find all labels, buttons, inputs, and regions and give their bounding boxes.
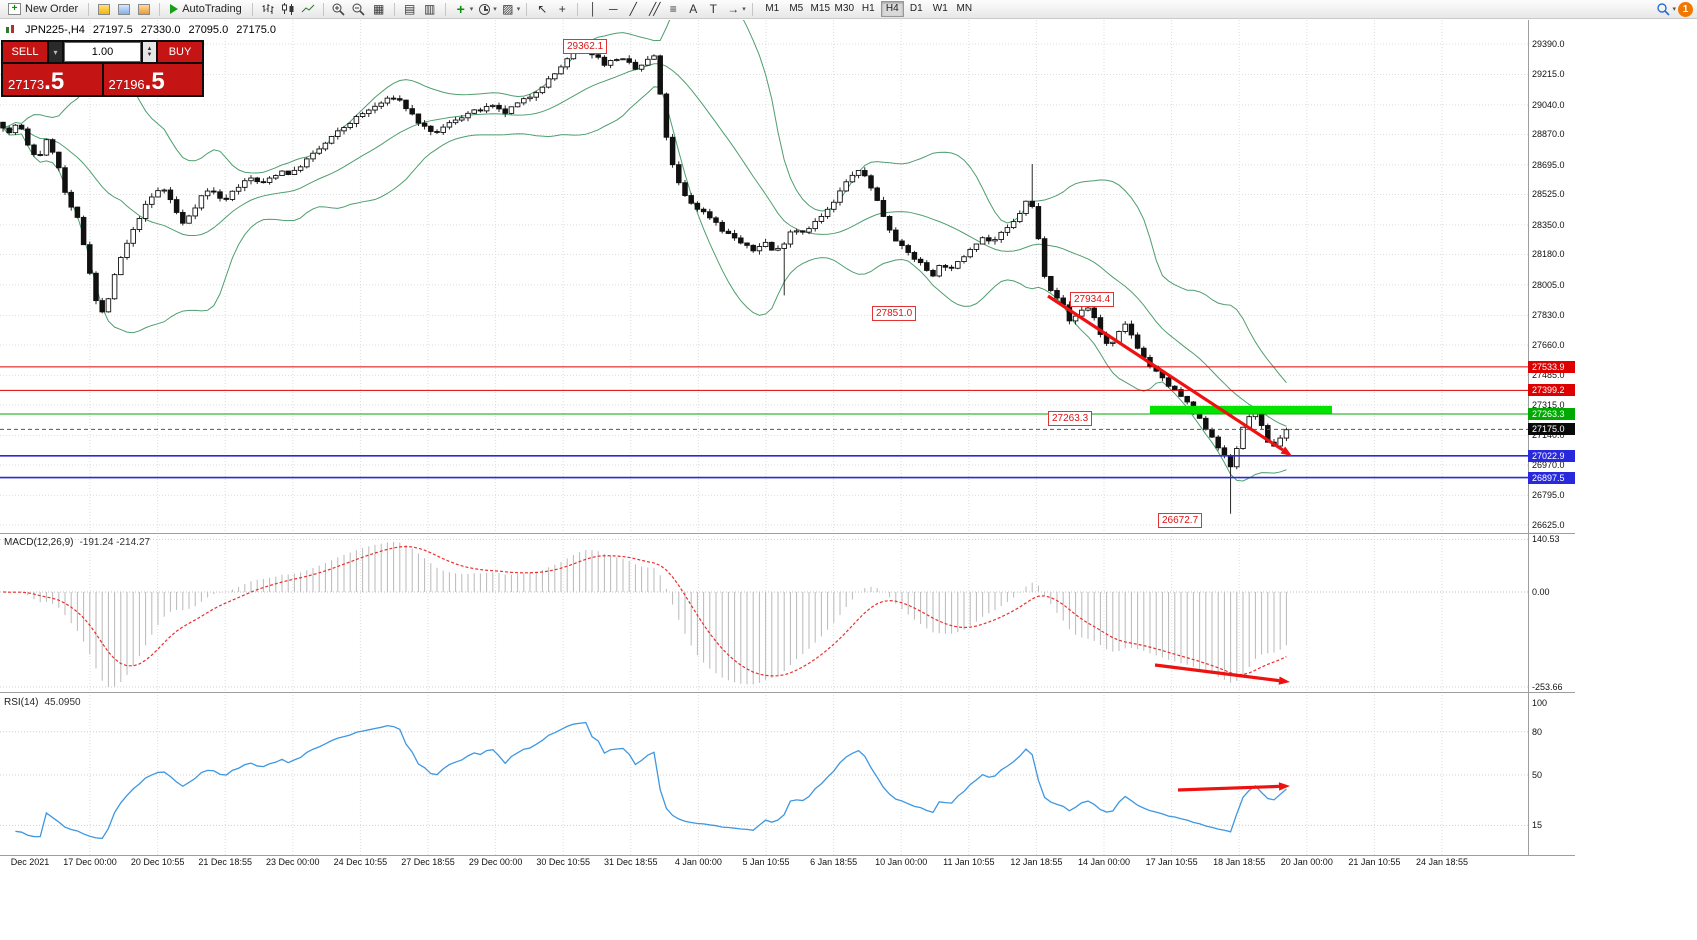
label-icon[interactable]: T [709,2,717,16]
rsi-panel [0,721,1528,840]
volume-dropdown-icon[interactable]: ▾ [49,42,62,62]
toolbar-separator [444,2,446,16]
toolbar-separator [88,2,90,16]
indicators-caret-icon[interactable]: ▾ [469,6,474,13]
macd-values: -191.24 -214.27 [79,537,151,548]
data-window-icon[interactable] [115,1,133,17]
main-price-panel [0,20,1528,514]
sell-price[interactable]: 27173 .5 [3,64,102,95]
search-icon[interactable] [1654,1,1672,17]
volume-stepper[interactable]: ▲ ▼ [143,42,156,62]
market-watch-icon[interactable] [95,1,113,17]
timeframe-M15[interactable]: M15 [809,1,832,17]
timeframe-M5[interactable]: M5 [785,1,808,17]
buy-price[interactable]: 27196 .5 [103,64,202,95]
one-click-trading-panel: SELL ▾ ▲▼ BUY 27173 .5 27196 .5 [1,40,204,97]
toolbar: + New Order AutoTrading ▦ ▤ ▥ [0,0,1697,19]
timeframe-H4[interactable]: H4 [880,1,904,17]
sell-button[interactable]: SELL [3,42,47,62]
timeframe-MN[interactable]: MN [953,1,976,17]
new-order-button[interactable]: + New Order [4,1,82,18]
timeframe-W1[interactable]: W1 [929,1,952,17]
new-order-label: New Order [25,3,79,15]
timeframe-M30[interactable]: M30 [833,1,856,17]
trendline-icon[interactable]: ╱ [629,2,637,16]
buy-price-frac: .5 [144,68,165,95]
chart-ohlc-header: JPN225-,H4 27197.5 27330.0 27095.0 27175… [5,24,276,36]
arrows-icon[interactable]: → [727,2,740,16]
autotrading-button[interactable]: AutoTrading [166,1,246,18]
periods-caret-icon[interactable]: ▾ [493,6,497,13]
ohlc-open: 27197.5 [92,24,133,36]
cascade-windows-icon[interactable]: ▤ [404,2,416,16]
ohlc-close: 27175.0 [236,24,276,36]
indicators-icon[interactable]: + [456,1,465,17]
grid [0,20,1528,855]
chart-mini-icon [6,25,14,33]
macd-panel [0,538,1528,688]
buy-button[interactable]: BUY [158,42,202,62]
panel-chrome [0,20,1575,856]
macd-title: MACD(12,26,9) [4,537,74,548]
arrows-caret-icon[interactable]: ▾ [742,6,746,13]
sell-price-frac: .5 [44,68,65,95]
chart-bars-icon[interactable] [259,1,277,17]
notification-badge[interactable]: 1 [1678,1,1693,17]
rsi-header: RSI(14) 45.0950 [4,697,81,708]
bollinger-bands [2,20,1287,482]
zoom-out-icon[interactable] [350,1,368,17]
macd-signal-line [2,545,1287,677]
timeframe-M1[interactable]: M1 [761,1,784,17]
trend-arrow[interactable] [1047,294,1292,456]
arrange-windows-icon[interactable]: ▥ [424,2,436,16]
sell-price-main: 27173 [8,77,45,92]
timeframe-group: M1 M5 M15 M30 H1 H4 D1 W1 MN [761,1,976,17]
toolbar-separator [322,2,324,16]
periods-clock-icon[interactable] [475,1,493,17]
volume-input[interactable] [64,42,141,62]
rsi-value: 45.0950 [44,697,81,708]
toolbar-separator [577,2,579,16]
text-icon[interactable]: A [689,2,698,16]
tile-windows-icon[interactable]: ▦ [373,2,385,16]
toolbar-separator [526,2,528,16]
templates-icon[interactable]: ▨ [502,2,514,16]
autotrading-label: AutoTrading [182,3,242,15]
toolbar-separator [251,2,253,16]
rsi-title: RSI(14) [4,697,39,708]
autotrading-play-icon [170,4,179,14]
timeframe-D1[interactable]: D1 [905,1,928,17]
channel-icon[interactable]: ╱╱ [649,2,660,16]
toolbar-separator [159,2,161,16]
templates-caret-icon[interactable]: ▾ [516,6,521,13]
trend-arrow[interactable] [1154,663,1290,685]
macd-header: MACD(12,26,9) -191.24 -214.27 [4,537,150,548]
buy-price-main: 27196 [108,77,145,92]
chart-symbol: JPN225-,H4 [25,24,85,36]
toolbar-separator [393,2,395,16]
search-caret-icon[interactable]: ▾ [1672,6,1676,13]
cursor-icon[interactable]: ↖ [537,2,548,16]
candlestick-series [0,44,1290,514]
toolbar-separator [751,2,753,16]
ohlc-high: 27330.0 [140,24,181,36]
ohlc-low: 27095.0 [188,24,229,36]
rsi-line [15,721,1287,840]
trend-arrow[interactable] [1177,782,1290,792]
crosshair-icon[interactable]: + [558,2,566,16]
navigator-icon[interactable] [135,1,153,17]
new-order-icon: + [8,3,21,15]
horizontal-line-icon[interactable]: ─ [609,2,618,16]
macd-histogram [8,542,1287,687]
chart-candles-icon[interactable] [279,1,297,17]
fibonacci-icon[interactable]: ≡ [669,2,677,16]
zoom-in-icon[interactable] [330,1,348,17]
chart-line-icon[interactable] [299,1,317,17]
timeframe-H1[interactable]: H1 [857,1,880,17]
green-zone-rect[interactable] [1150,405,1332,414]
vertical-line-icon[interactable]: │ [589,2,598,16]
